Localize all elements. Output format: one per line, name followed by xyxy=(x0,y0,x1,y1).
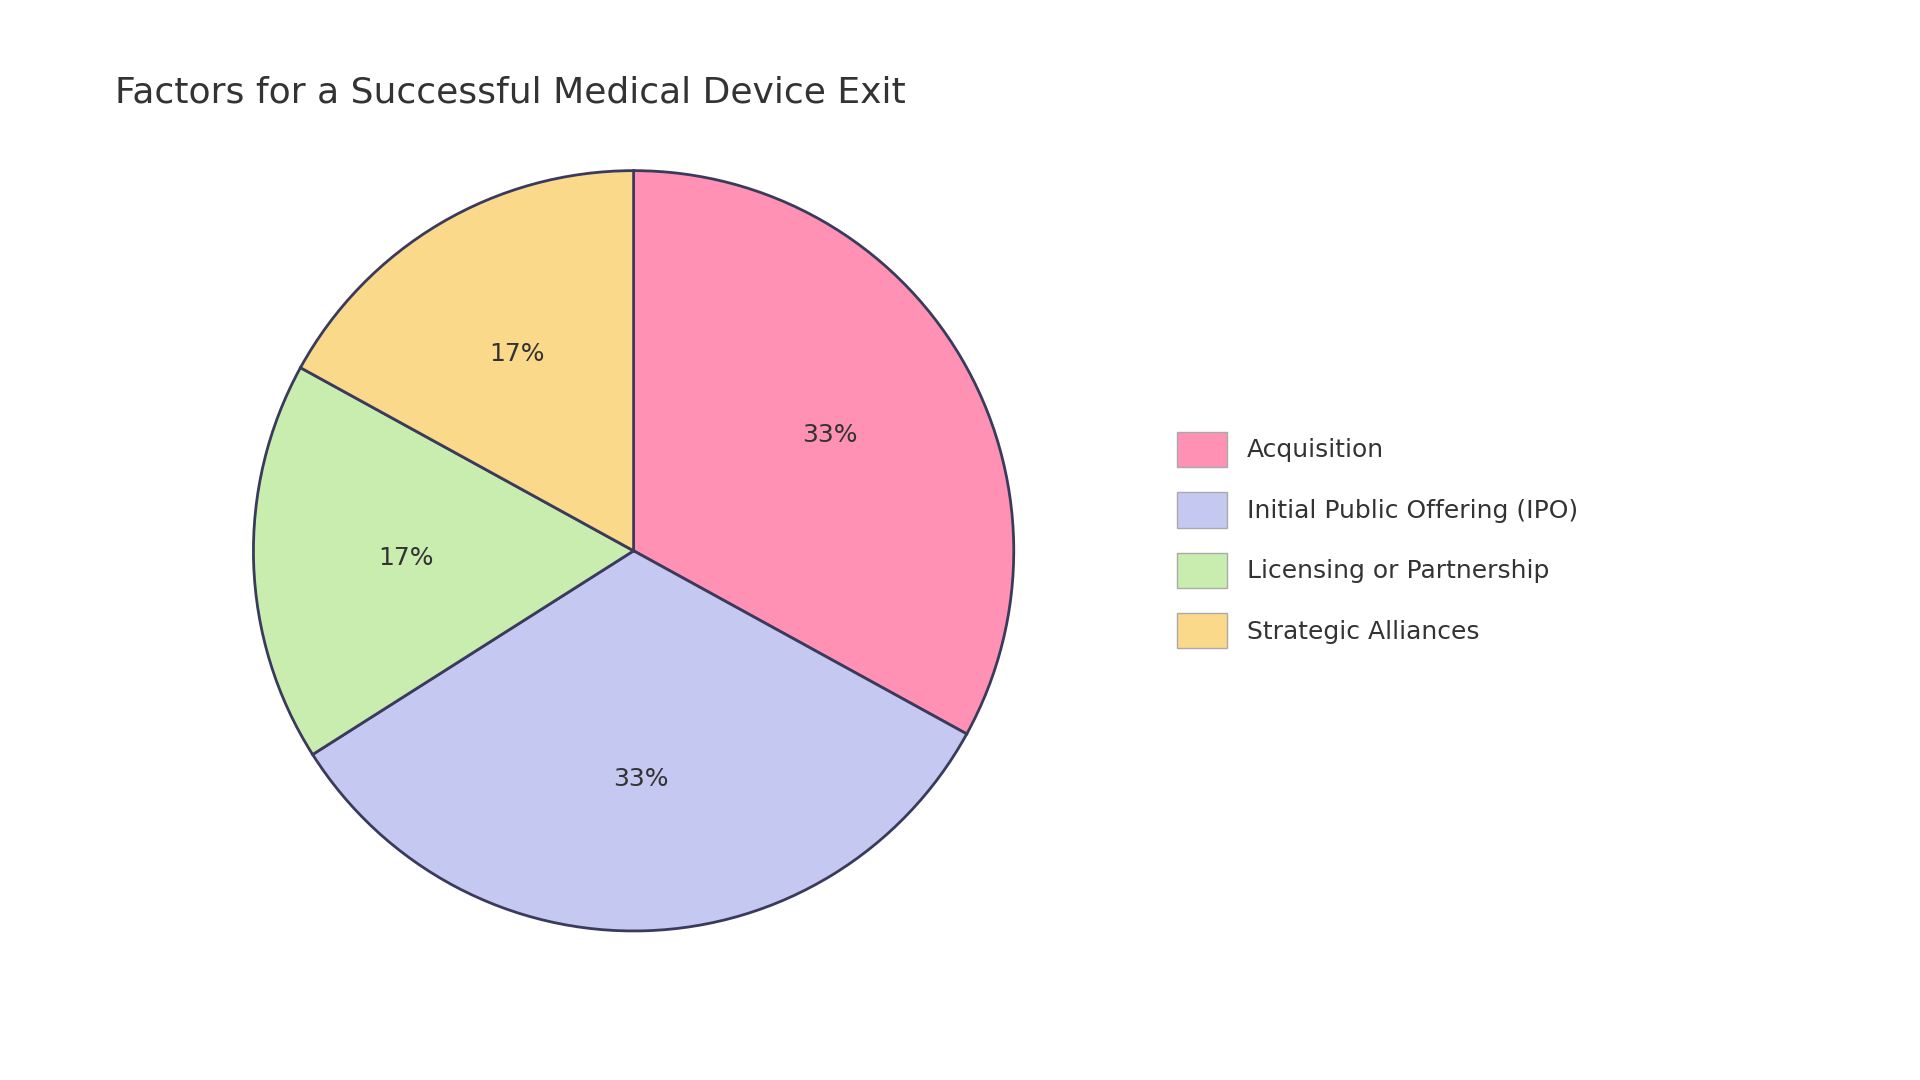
Text: 17%: 17% xyxy=(490,342,545,366)
Wedge shape xyxy=(634,171,1014,734)
Text: 17%: 17% xyxy=(378,546,434,570)
Text: Factors for a Successful Medical Device Exit: Factors for a Successful Medical Device … xyxy=(115,76,906,109)
Text: 33%: 33% xyxy=(803,422,858,447)
Legend: Acquisition, Initial Public Offering (IPO), Licensing or Partnership, Strategic : Acquisition, Initial Public Offering (IP… xyxy=(1165,419,1590,661)
Wedge shape xyxy=(253,367,634,755)
Text: 33%: 33% xyxy=(612,767,668,791)
Wedge shape xyxy=(300,171,634,551)
Wedge shape xyxy=(313,551,968,931)
